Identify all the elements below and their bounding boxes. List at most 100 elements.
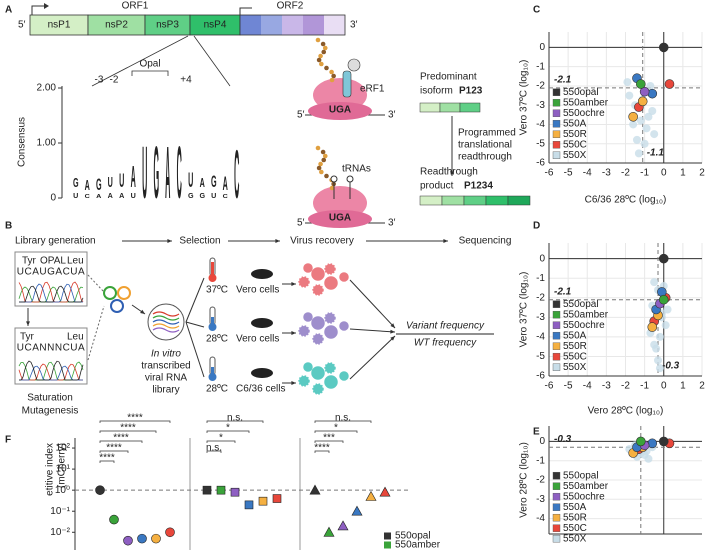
y-tick-label: -2 [536, 292, 545, 303]
logo-letter: C [234, 138, 239, 214]
nsp-label: nsP2 [105, 20, 128, 31]
peptide-bead [318, 53, 323, 59]
thermometer-level [211, 367, 214, 375]
point [642, 124, 651, 133]
product-bar [419, 102, 441, 113]
x-tick-label: -2 [621, 168, 630, 179]
point [655, 364, 664, 373]
virion [311, 316, 325, 330]
process-label: translational [458, 140, 512, 151]
chromatogram [14, 251, 88, 307]
library-label: library [152, 385, 179, 396]
logo-letter: A [131, 159, 136, 193]
point [658, 42, 669, 53]
codon: UGA [329, 105, 351, 116]
dot [244, 500, 254, 510]
bracket [99, 420, 171, 423]
host-icon [251, 269, 273, 279]
cell-label: C6/36 cells [236, 384, 285, 395]
arrow-head [291, 381, 296, 385]
point [647, 322, 658, 332]
logo-letter: A [96, 194, 102, 200]
sequence: UCAUGACUA [17, 267, 85, 278]
legend-label: 550amber [563, 97, 609, 108]
y-tick-label: 0 [50, 193, 56, 204]
y-tick-label: -5 [536, 138, 545, 149]
promoter [31, 5, 44, 15]
five-prime: 5′ [297, 218, 305, 229]
legend-label: 550A [563, 502, 587, 513]
legend-label: 550R [563, 129, 587, 140]
panel-label: D [533, 221, 540, 232]
step-label: Selection [179, 236, 220, 247]
point [644, 112, 653, 121]
orf2-segment [261, 15, 282, 35]
dot [230, 487, 240, 497]
legend-swatch [552, 300, 561, 308]
point [623, 78, 632, 87]
orf2-box [239, 14, 346, 36]
bracket [206, 440, 236, 443]
significance-label: **** [314, 443, 330, 454]
branch [185, 321, 205, 328]
virion [324, 375, 338, 389]
rna [152, 311, 180, 317]
thermometer-level [211, 317, 214, 325]
branch [185, 277, 205, 323]
arrow [349, 279, 396, 329]
orf2-segment [324, 15, 345, 35]
bracket [314, 440, 344, 443]
point [663, 305, 672, 314]
virion [324, 325, 338, 339]
panel-label: B [5, 221, 12, 232]
logo-letter: A [85, 176, 90, 194]
virion [339, 272, 349, 282]
peptide-bead [320, 149, 326, 155]
product-bar [507, 195, 531, 206]
x-axis-label: C6/36 28ºC (log₁₀) [585, 195, 667, 206]
zoom-line [91, 35, 189, 87]
readout: WT frequency [414, 338, 477, 349]
legend-swatch [384, 532, 391, 540]
significance-label: **** [127, 413, 143, 424]
cell-label: Vero cells [236, 285, 279, 296]
thermometer-level [211, 262, 214, 276]
zoom-line [193, 35, 231, 87]
logo-letter: U [211, 191, 216, 200]
significance-label: n.s. [227, 413, 243, 424]
factor-label: eRF1 [360, 84, 385, 95]
significance-label: n.s. [335, 413, 351, 424]
legend-label: 550R [563, 341, 587, 352]
arrow-head [443, 239, 448, 243]
y-tick-label: -1 [536, 273, 545, 284]
promoter [239, 7, 252, 15]
cell-label: Vero cells [236, 334, 279, 345]
arrow-head [291, 282, 296, 286]
step-label: Library generation [15, 236, 96, 247]
dot [123, 535, 133, 546]
y-tick-label: 10⁰ [55, 485, 70, 496]
bracket [314, 420, 372, 423]
point [658, 436, 669, 447]
point [635, 79, 646, 89]
virion [312, 383, 324, 395]
product-name: P1234 [464, 181, 493, 192]
y-tick-label: -2 [536, 81, 545, 92]
sequence: UCANNNCUA [17, 343, 85, 354]
legend-swatch [384, 541, 391, 549]
product-bar [485, 195, 509, 206]
peptide-bead [331, 73, 336, 79]
product-bar [419, 195, 443, 206]
logo-letter: U [188, 170, 193, 193]
bracket [99, 440, 143, 443]
virion [298, 375, 310, 387]
logo-letter: A [200, 176, 205, 191]
point [650, 278, 659, 287]
logo-letter: A [165, 132, 170, 215]
point [634, 149, 643, 158]
bracket [99, 460, 115, 463]
dot [151, 533, 161, 544]
dot [309, 484, 321, 495]
position-label: Opal [139, 59, 160, 70]
point [661, 321, 670, 330]
